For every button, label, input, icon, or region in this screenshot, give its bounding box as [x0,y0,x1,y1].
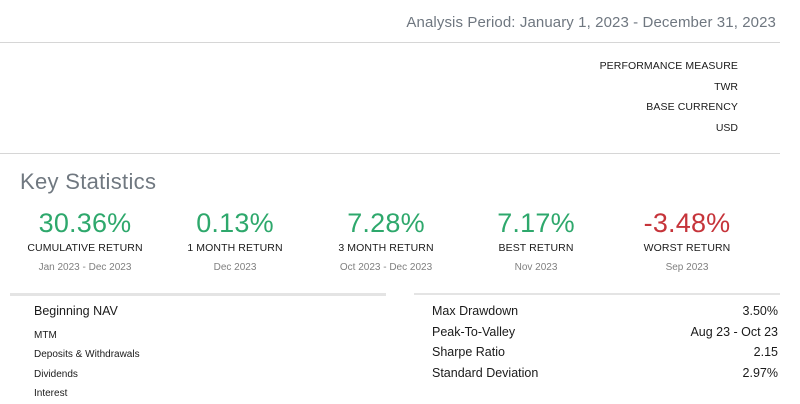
stat-best-return: 7.17% BEST RETURN Nov 2023 [461,207,611,273]
risk-value: 3.50% [742,304,778,318]
stat-label: WORST RETURN [643,242,731,254]
stat-period: Sep 2023 [665,262,709,273]
stat-label: BEST RETURN [498,242,574,254]
nav-divider [10,293,386,296]
nav-item-interest: Interest [34,388,68,399]
risk-label: Sharpe Ratio [432,345,505,359]
risk-row-standard-deviation: Standard Deviation 2.97% [432,363,780,384]
stat-value: -3.48% [643,208,731,238]
stat-period: Jan 2023 - Dec 2023 [38,262,132,273]
stat-label: CUMULATIVE RETURN [27,242,143,254]
stat-label: 3 MONTH RETURN [338,242,434,254]
nav-breakdown: Beginning NAV MTM Deposits & Withdrawals… [34,302,140,404]
key-statistics-title: Key Statistics [20,169,157,194]
stat-period: Nov 2023 [514,262,558,273]
stat-period: Dec 2023 [213,262,257,273]
nav-item-dividends: Dividends [34,368,78,380]
performance-measure-label: PERFORMANCE MEASURE [599,60,738,72]
risk-label: Peak-To-Valley [432,324,516,339]
header-divider [0,42,780,43]
section-divider [0,153,780,154]
stat-value: 0.13% [196,208,274,238]
stat-3-month-return: 7.28% 3 MONTH RETURN Oct 2023 - Dec 2023 [311,207,461,273]
stat-value: 30.36% [38,208,132,238]
risk-label: Standard Deviation [432,365,539,380]
risk-row-max-drawdown: Max Drawdown 3.50% [432,301,780,322]
base-currency-value: USD [715,121,738,134]
risk-row-sharpe-ratio: Sharpe Ratio 2.15 [432,342,780,363]
risk-value: 2.15 [753,345,778,359]
risk-row-peak-to-valley: Peak-To-Valley Aug 23 - Oct 23 [432,322,780,343]
risk-value: 2.97% [742,365,778,380]
base-currency-label: BASE CURRENCY [646,101,738,113]
stat-period: Oct 2023 - Dec 2023 [339,262,433,273]
risk-metrics: Max Drawdown 3.50% Peak-To-Valley Aug 23… [432,301,780,383]
stat-value: 7.17% [497,208,575,238]
risk-divider [414,293,780,295]
nav-item-deposits-withdrawals: Deposits & Withdrawals [34,349,140,360]
risk-value: Aug 23 - Oct 23 [690,324,778,339]
analysis-period: Analysis Period: January 1, 2023 - Decem… [406,14,776,31]
stat-label: 1 MONTH RETURN [187,242,283,254]
stat-worst-return: -3.48% WORST RETURN Sep 2023 [612,207,762,273]
stat-value: 7.28% [347,208,425,238]
performance-measure-value: TWR [714,80,738,93]
report-meta: PERFORMANCE MEASURE TWR BASE CURRENCY US… [600,56,738,138]
stat-cumulative-return: 30.36% CUMULATIVE RETURN Jan 2023 - Dec … [10,207,160,273]
risk-label: Max Drawdown [432,304,519,318]
stat-1-month-return: 0.13% 1 MONTH RETURN Dec 2023 [160,207,310,273]
nav-item-beginning-nav: Beginning NAV [34,304,118,318]
nav-item-mtm: MTM [34,329,57,341]
